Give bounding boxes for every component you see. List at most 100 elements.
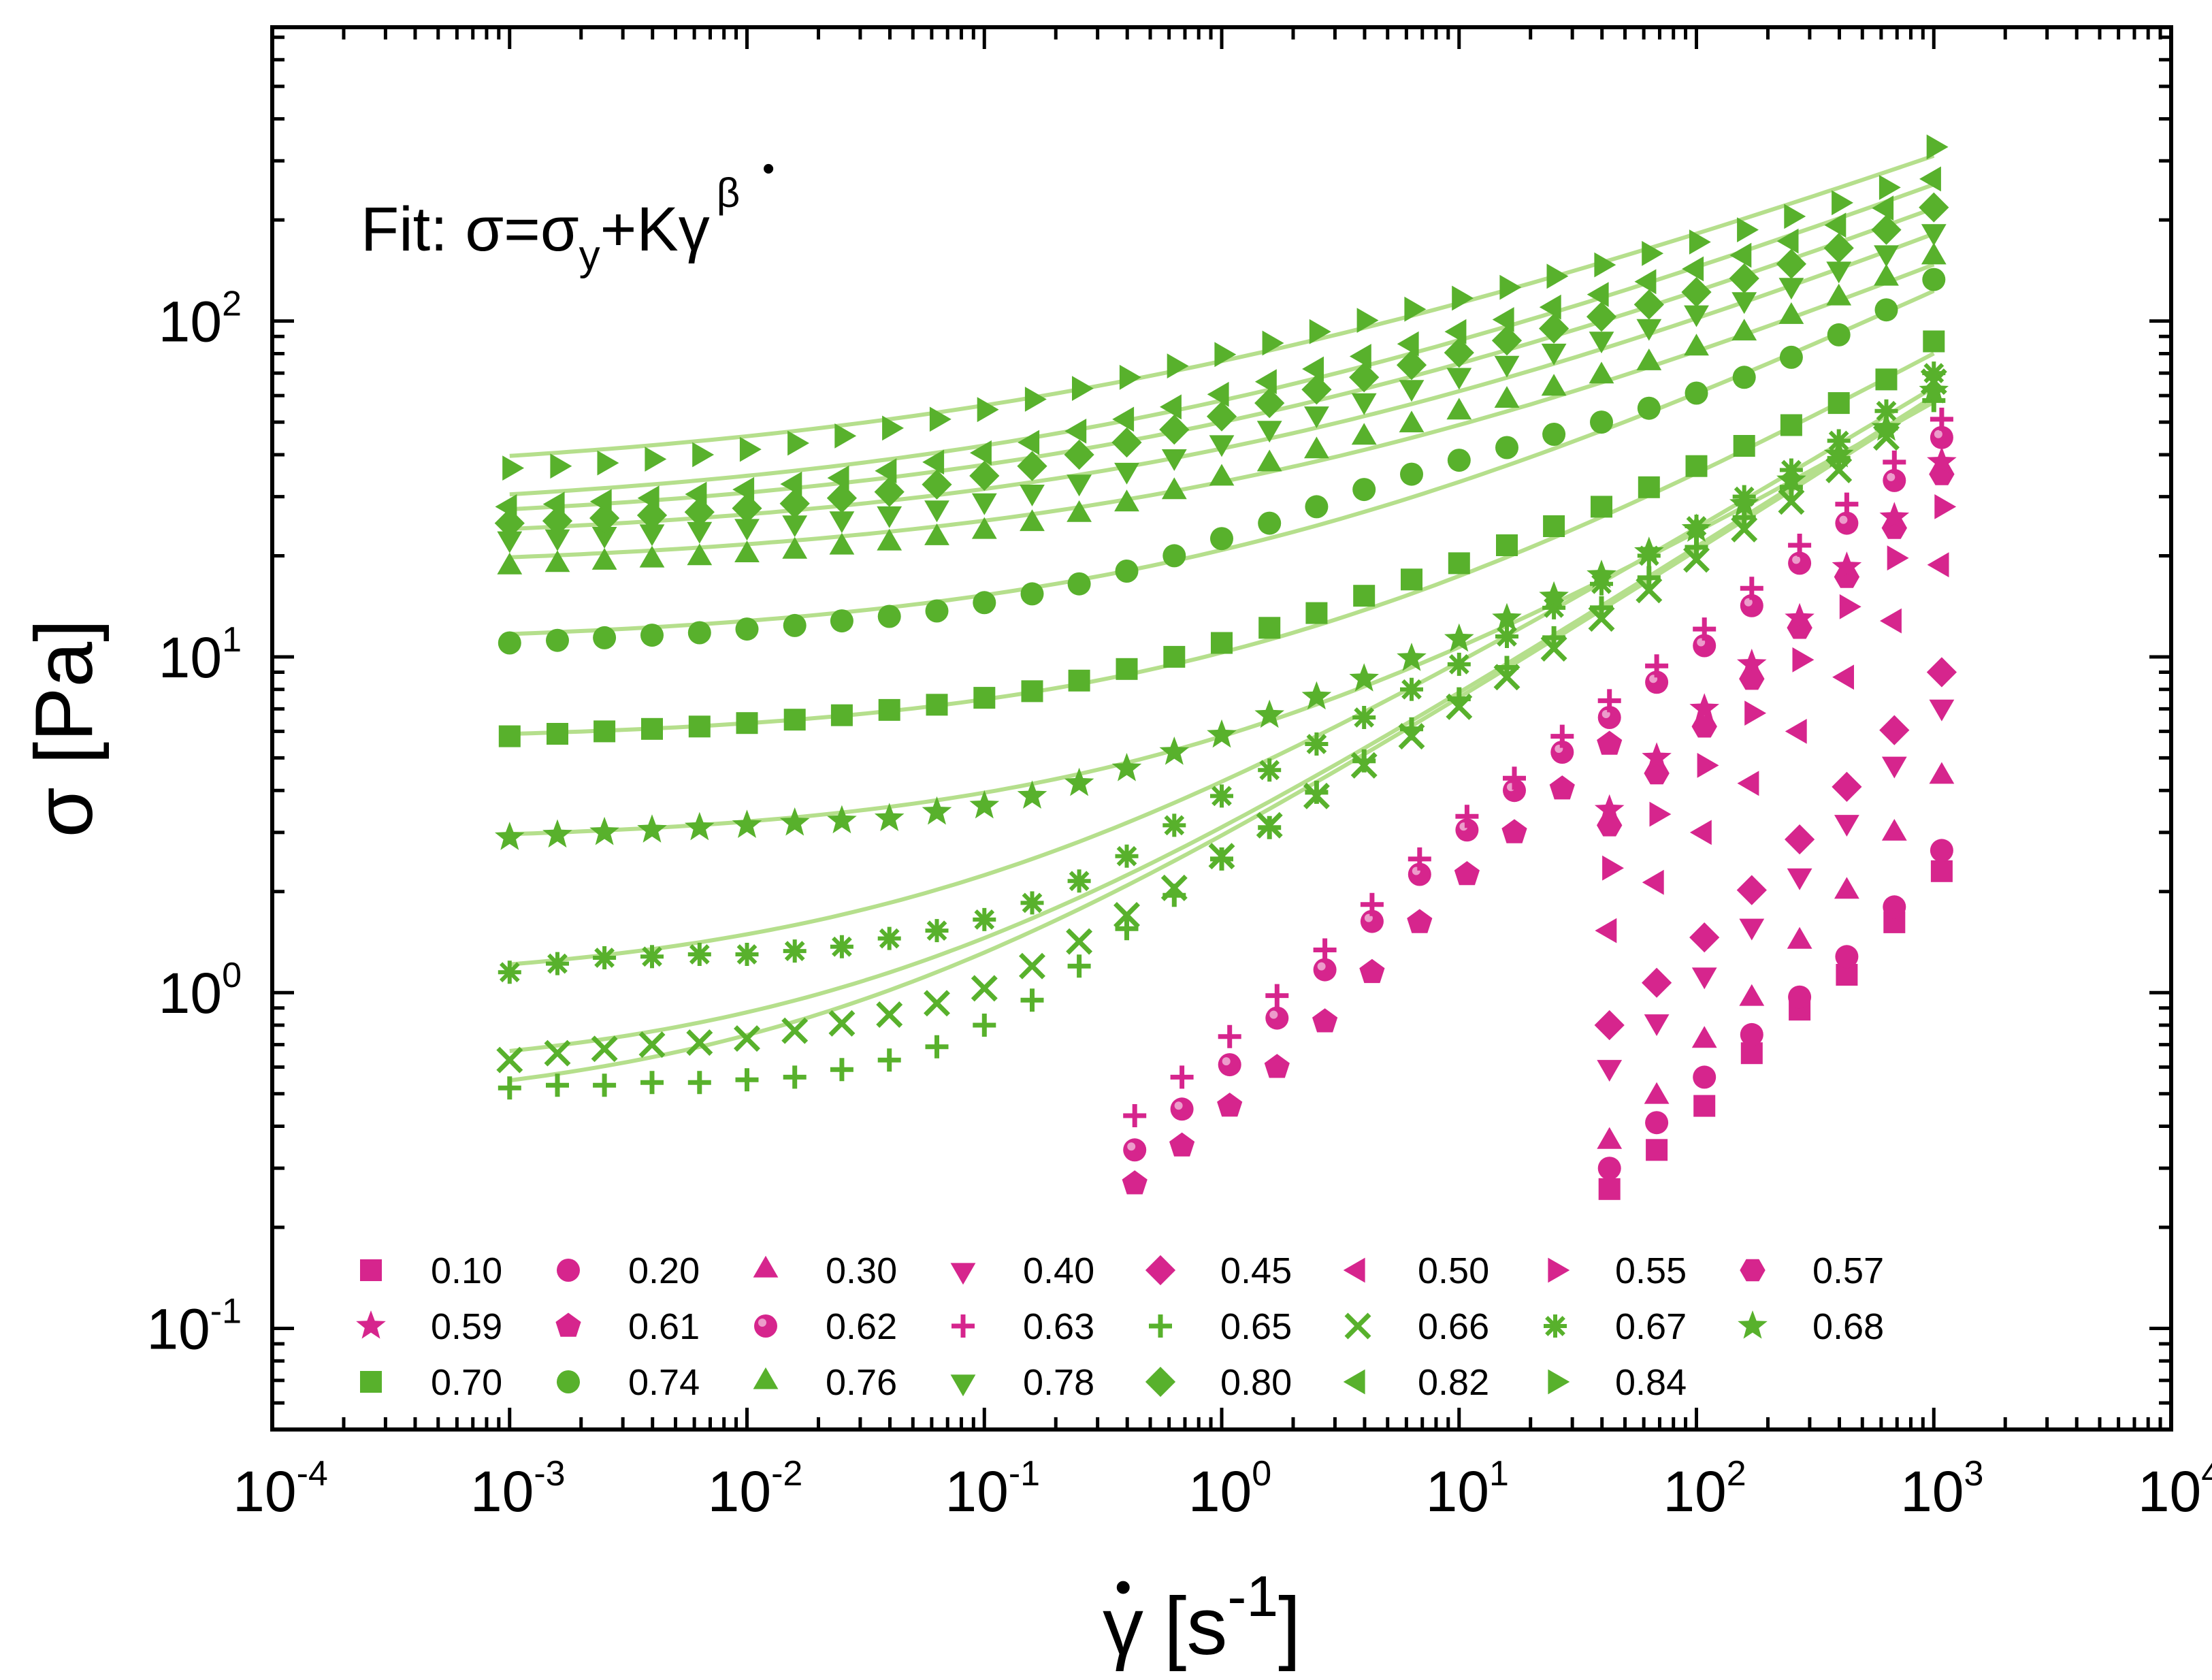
point-0.62 bbox=[1123, 1138, 1147, 1162]
point-0.63 bbox=[1313, 938, 1337, 962]
point-0.76 bbox=[971, 517, 997, 539]
point-0.63 bbox=[1360, 892, 1384, 916]
point-0.78 bbox=[1494, 355, 1520, 378]
point-0.66 bbox=[1493, 664, 1520, 691]
point-0.67 bbox=[1305, 732, 1329, 756]
point-0.63 bbox=[1835, 492, 1859, 516]
point-0.30 bbox=[1787, 926, 1812, 949]
point-0.67 bbox=[783, 939, 807, 963]
legend-label: 0.45 bbox=[1220, 1250, 1292, 1291]
legend-marker bbox=[754, 1314, 777, 1338]
point-0.59 bbox=[1785, 602, 1815, 632]
point-0.70 bbox=[593, 720, 616, 743]
point-0.76 bbox=[1636, 349, 1662, 370]
point-0.10 bbox=[1930, 860, 1953, 882]
legend-label: 0.63 bbox=[1023, 1306, 1094, 1347]
data-points bbox=[494, 134, 1957, 1200]
point-0.62 bbox=[1883, 468, 1906, 492]
point-0.84 bbox=[1784, 204, 1806, 229]
point-0.78 bbox=[1778, 278, 1804, 300]
point-0.68 bbox=[1492, 602, 1522, 632]
fit-text-sup: β bbox=[717, 170, 741, 216]
y-tick-label: 100 bbox=[159, 956, 242, 1025]
point-0.50 bbox=[1737, 771, 1759, 796]
point-0.76 bbox=[1256, 449, 1282, 472]
point-0.74 bbox=[1922, 268, 1946, 291]
point-0.10 bbox=[1598, 1178, 1621, 1200]
point-0.82 bbox=[1919, 166, 1941, 192]
point-0.82 bbox=[1112, 406, 1135, 432]
series-0.50 bbox=[1595, 552, 1949, 943]
point-0.63 bbox=[1883, 450, 1906, 474]
point-0.66 bbox=[1160, 874, 1188, 901]
point-0.61 bbox=[1122, 1170, 1148, 1195]
point-0.55 bbox=[1934, 494, 1957, 519]
point-0.45 bbox=[1642, 967, 1672, 998]
point-0.65 bbox=[1067, 954, 1091, 978]
point-0.78 bbox=[1256, 421, 1282, 443]
point-0.57 bbox=[1597, 814, 1623, 837]
point-0.84 bbox=[1594, 252, 1616, 278]
point-0.30 bbox=[1644, 1082, 1670, 1104]
point-0.76 bbox=[924, 523, 949, 545]
legend-item-0.61: 0.61 bbox=[555, 1306, 700, 1347]
point-0.78 bbox=[497, 531, 523, 553]
point-0.30 bbox=[1929, 762, 1955, 784]
point-0.70 bbox=[1923, 330, 1945, 353]
point-0.65 bbox=[593, 1073, 617, 1097]
point-0.82 bbox=[827, 465, 849, 491]
point-0.74 bbox=[593, 626, 617, 649]
point-0.68 bbox=[1539, 581, 1569, 610]
point-0.66 bbox=[1303, 782, 1330, 809]
point-0.70 bbox=[878, 698, 900, 721]
x-axis-unit-exp: -1 bbox=[1227, 1564, 1278, 1628]
point-0.65 bbox=[1115, 917, 1139, 941]
point-0.59 bbox=[1832, 551, 1862, 580]
x-axis-title: • γ [s-1] bbox=[1103, 1560, 1301, 1672]
point-0.78 bbox=[1351, 393, 1377, 415]
point-0.68 bbox=[1254, 699, 1284, 728]
point-0.78 bbox=[1399, 380, 1425, 402]
legend-label: 0.67 bbox=[1615, 1306, 1687, 1347]
point-0.68 bbox=[1017, 780, 1047, 809]
point-0.66 bbox=[686, 1029, 713, 1056]
y-axis-title: σ [Pa] bbox=[18, 619, 110, 838]
legend-item-0.57: 0.57 bbox=[1740, 1250, 1884, 1291]
point-0.55 bbox=[1602, 855, 1624, 881]
point-0.70 bbox=[1591, 496, 1612, 518]
point-0.76 bbox=[1589, 361, 1614, 384]
point-0.63 bbox=[1550, 724, 1574, 748]
legend-marker bbox=[1344, 1312, 1371, 1340]
x-tick-label: 10-1 bbox=[945, 1454, 1040, 1523]
point-0.68 bbox=[1681, 513, 1712, 542]
point-0.70 bbox=[783, 709, 806, 731]
point-0.68 bbox=[1776, 464, 1806, 494]
legend-label: 0.62 bbox=[826, 1306, 897, 1347]
point-0.74 bbox=[640, 624, 664, 647]
legend-label: 0.82 bbox=[1418, 1362, 1489, 1403]
legend-item-0.55: 0.55 bbox=[1548, 1250, 1687, 1291]
point-0.84 bbox=[787, 430, 809, 456]
point-0.67 bbox=[1210, 784, 1233, 808]
point-0.55 bbox=[1697, 753, 1719, 778]
series-0.63 bbox=[1123, 407, 1953, 1127]
legend-item-0.67: 0.67 bbox=[1544, 1306, 1687, 1347]
legend-marker bbox=[952, 1314, 975, 1338]
point-0.76 bbox=[639, 545, 665, 568]
point-0.62 bbox=[1455, 818, 1479, 842]
point-0.76 bbox=[1494, 386, 1520, 408]
legend-marker bbox=[1740, 1259, 1766, 1282]
point-0.80 bbox=[1633, 289, 1664, 320]
point-0.78 bbox=[1826, 261, 1852, 284]
point-0.82 bbox=[685, 481, 707, 507]
point-0.78 bbox=[591, 527, 617, 549]
legend-label: 0.10 bbox=[431, 1250, 502, 1291]
point-0.76 bbox=[1304, 436, 1329, 459]
point-0.68 bbox=[827, 805, 857, 834]
point-0.66 bbox=[924, 990, 950, 1017]
point-0.66 bbox=[1066, 928, 1093, 955]
x-axis-dot: • bbox=[1115, 1560, 1132, 1613]
point-0.84 bbox=[1832, 190, 1853, 216]
series-0.76 bbox=[497, 242, 1947, 575]
point-0.63 bbox=[1693, 617, 1717, 641]
